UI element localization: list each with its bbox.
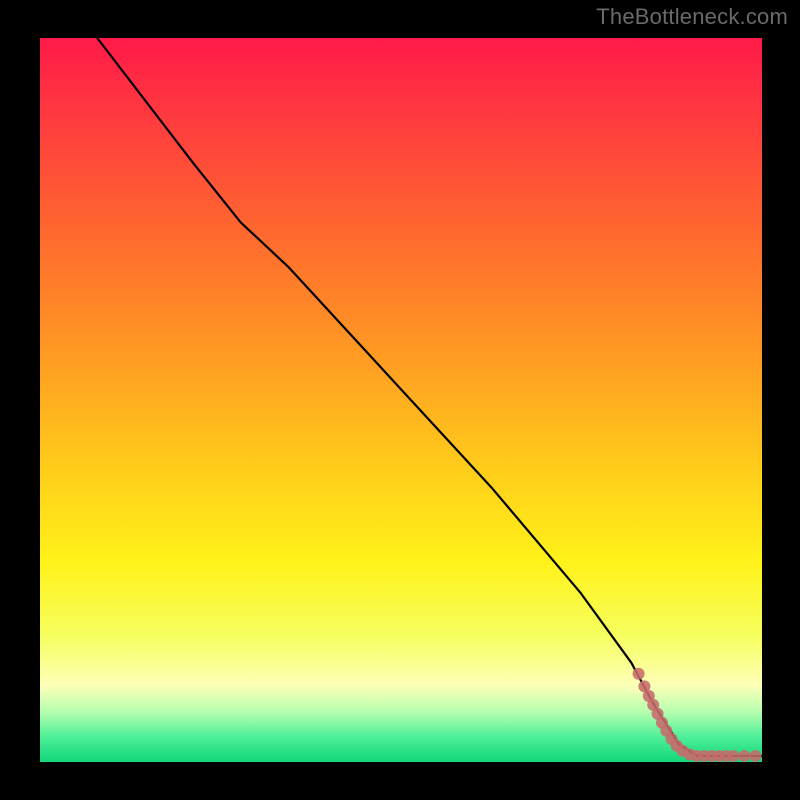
scatter-point (728, 750, 740, 762)
bottleneck-chart (0, 0, 800, 800)
chart-container: TheBottleneck.com (0, 0, 800, 800)
plot-background (40, 30, 770, 770)
scatter-point (738, 750, 750, 762)
scatter-point (749, 750, 761, 762)
site-watermark: TheBottleneck.com (596, 4, 788, 30)
scatter-point (633, 668, 645, 680)
